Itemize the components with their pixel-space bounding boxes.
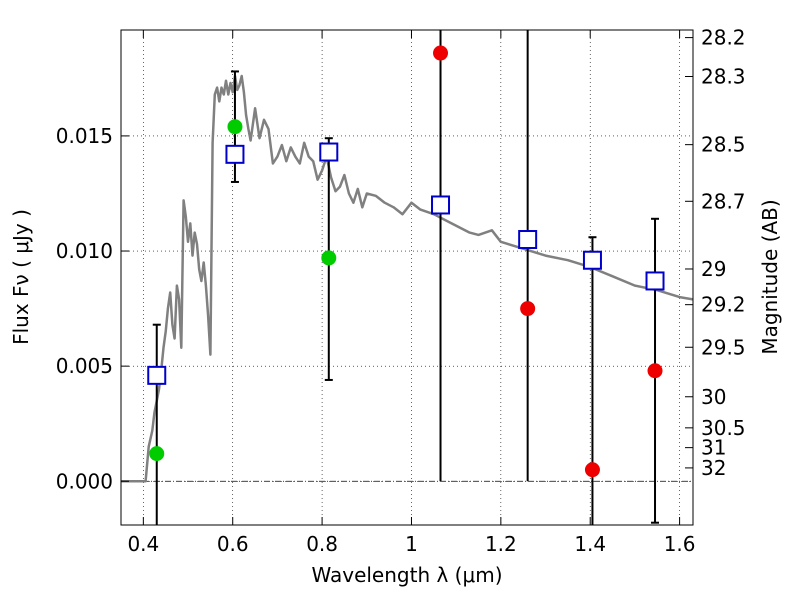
square-marker <box>645 271 665 291</box>
circle-marker <box>227 119 243 135</box>
y2-tick-label: 31 <box>701 436 726 460</box>
x-axis-ticks: 0.4 0.6 0.8 1 1.2 1.4 1.6 <box>127 30 696 556</box>
y-tick-label: 0.000 <box>56 469 113 493</box>
y-tick-label: 0.015 <box>56 124 113 148</box>
y2-tick-label: 28.2 <box>701 26 746 50</box>
x-tick-label: 1.4 <box>574 532 606 556</box>
y2-tick-label: 29.2 <box>701 293 746 317</box>
y2-axis-title: Magnitude (AB) <box>758 199 782 354</box>
square-marker <box>431 195 451 215</box>
y2-tick-label: 28.7 <box>701 189 746 213</box>
x-tick-label: 0.8 <box>306 532 338 556</box>
circle-marker <box>321 250 337 266</box>
y2-tick-label: 30 <box>701 385 726 409</box>
x-axis-title: Wavelength λ (μm) <box>311 563 502 587</box>
circle-marker <box>520 301 536 317</box>
y2-tick-label: 29.5 <box>701 335 746 359</box>
square-markers <box>147 142 665 385</box>
x-tick-label: 1.2 <box>485 532 517 556</box>
x-tick-label: 1 <box>405 532 418 556</box>
circle-marker <box>433 45 449 61</box>
square-marker <box>225 144 245 164</box>
y2-tick-label: 32 <box>701 456 726 480</box>
y2-tick-label: 28.3 <box>701 65 746 89</box>
y-tick-label: 0.010 <box>56 239 113 263</box>
y-tick-label: 0.005 <box>56 354 113 378</box>
circle-marker <box>149 446 165 462</box>
x-tick-label: 0.4 <box>127 532 159 556</box>
circle-markers <box>149 45 663 478</box>
circle-marker <box>647 363 663 379</box>
square-marker <box>319 142 339 162</box>
error-bars <box>152 30 660 525</box>
plot-frame <box>120 29 694 526</box>
square-marker <box>582 250 602 270</box>
model-spectrum <box>121 74 693 483</box>
y-axis-ticks: 0.000 0.005 0.010 0.015 <box>56 124 129 493</box>
x-tick-label: 0.6 <box>217 532 249 556</box>
square-marker <box>518 230 538 250</box>
y2-tick-label: 29 <box>701 257 726 281</box>
model-line <box>121 74 693 483</box>
y-axis-title: Flux Fν ( μJy ) <box>9 209 33 345</box>
y2-tick-label: 30.5 <box>701 416 746 440</box>
plot-area <box>121 30 693 525</box>
y2-tick-label: 28.5 <box>701 133 746 157</box>
x-tick-label: 1.6 <box>664 532 696 556</box>
circle-marker <box>584 462 600 478</box>
square-marker <box>147 365 167 385</box>
